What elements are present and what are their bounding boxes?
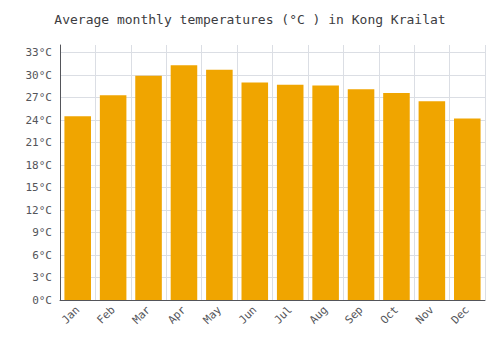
svg-text:May: May [201, 303, 224, 326]
svg-text:Sep: Sep [342, 303, 365, 326]
svg-text:21°C: 21°C [26, 136, 53, 149]
svg-text:Feb: Feb [94, 303, 117, 326]
svg-text:Jun: Jun [236, 303, 259, 326]
svg-text:Dec: Dec [449, 303, 472, 326]
svg-text:Mar: Mar [130, 303, 153, 326]
svg-text:Jan: Jan [59, 303, 82, 326]
svg-text:Nov: Nov [413, 303, 436, 326]
svg-text:27°C: 27°C [26, 91, 53, 104]
svg-text:24°C: 24°C [26, 114, 53, 127]
svg-text:6°C: 6°C [32, 249, 52, 262]
svg-text:18°C: 18°C [26, 159, 53, 172]
svg-text:0°C: 0°C [32, 294, 52, 307]
svg-text:Average monthly temperatures (: Average monthly temperatures (°C ) in Ko… [54, 12, 445, 27]
svg-text:Aug: Aug [307, 303, 330, 326]
svg-text:12°C: 12°C [26, 204, 53, 217]
svg-text:30°C: 30°C [26, 69, 53, 82]
svg-text:15°C: 15°C [26, 181, 53, 194]
svg-text:Apr: Apr [165, 303, 188, 326]
svg-text:9°C: 9°C [32, 226, 52, 239]
svg-text:33°C: 33°C [26, 46, 53, 59]
svg-text:Oct: Oct [378, 303, 401, 326]
svg-text:3°C: 3°C [32, 271, 52, 284]
svg-text:Jul: Jul [272, 303, 295, 326]
